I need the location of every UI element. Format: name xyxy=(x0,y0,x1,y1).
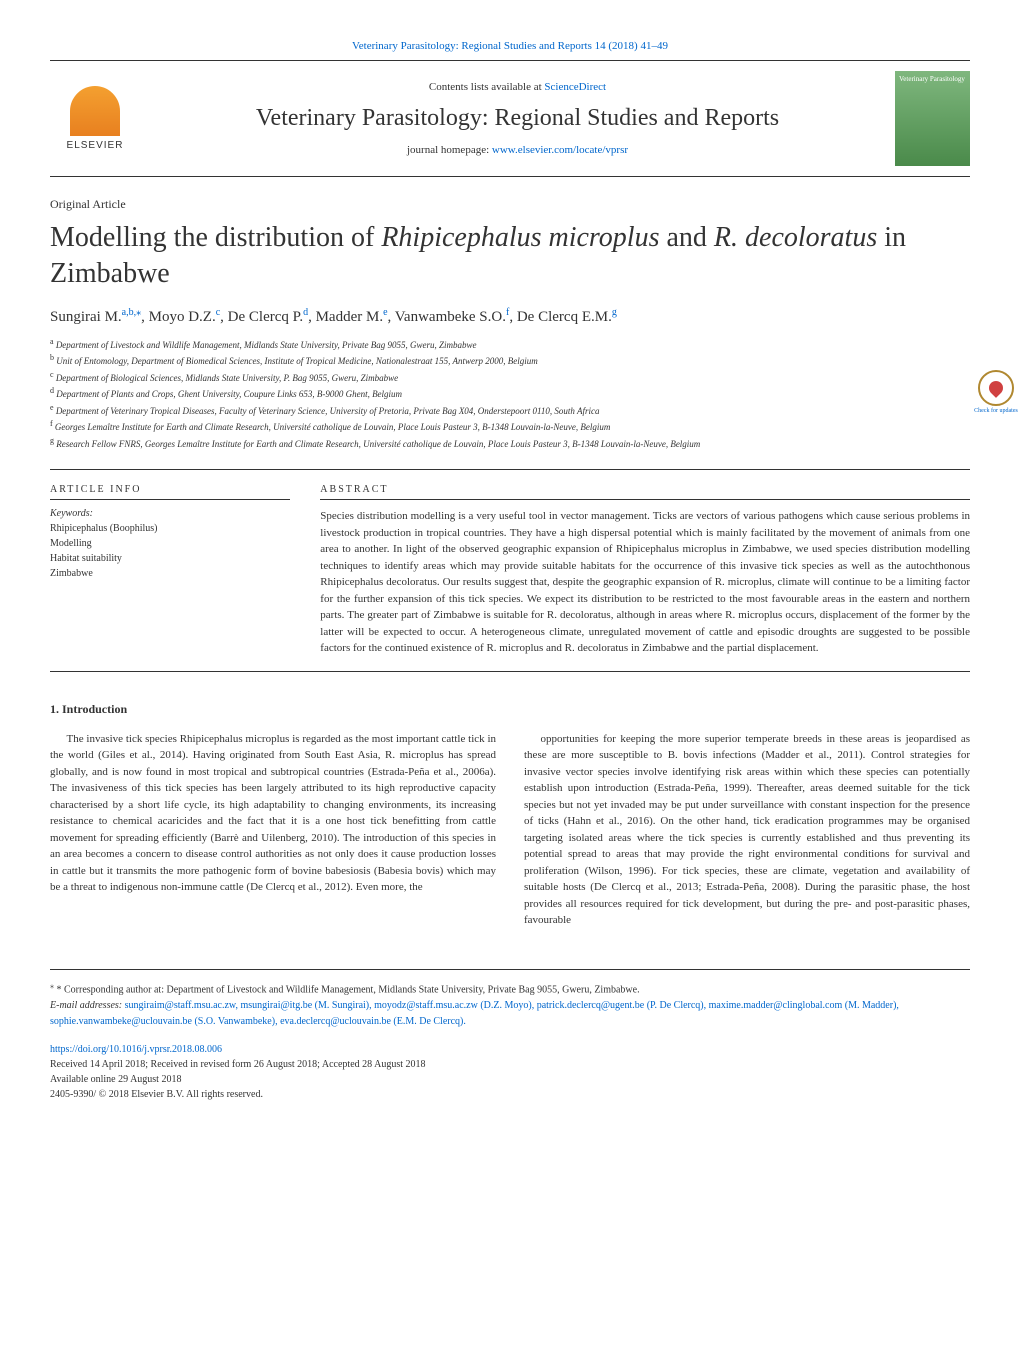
sciencedirect-link[interactable]: ScienceDirect xyxy=(544,81,606,93)
affiliation: f Georges Lemaître Institute for Earth a… xyxy=(50,418,970,435)
abstract: ABSTRACT Species distribution modelling … xyxy=(320,484,970,657)
doi-block: https://doi.org/10.1016/j.vprsr.2018.08.… xyxy=(50,1042,970,1102)
banner-center: Contents lists available at ScienceDirec… xyxy=(140,81,895,156)
keywords-list: Rhipicephalus (Boophilus) Modelling Habi… xyxy=(50,521,290,581)
info-abstract-row: ARTICLE INFO Keywords: Rhipicephalus (Bo… xyxy=(50,470,970,671)
available-line: Available online 29 August 2018 xyxy=(50,1072,970,1087)
elsevier-logo[interactable]: ELSEVIER xyxy=(50,74,140,164)
affiliation: b Unit of Entomology, Department of Biom… xyxy=(50,352,970,369)
homepage-line: journal homepage: www.elsevier.com/locat… xyxy=(140,144,895,156)
article-type: Original Article xyxy=(50,197,970,212)
elsevier-label: ELSEVIER xyxy=(67,140,124,151)
keyword: Habitat suitability xyxy=(50,551,290,566)
affiliation: e Department of Veterinary Tropical Dise… xyxy=(50,402,970,419)
check-updates-badge[interactable]: Check for updates xyxy=(972,370,1020,418)
keyword: Zimbabwe xyxy=(50,566,290,581)
affiliation: d Department of Plants and Crops, Ghent … xyxy=(50,385,970,402)
received-line: Received 14 April 2018; Received in revi… xyxy=(50,1057,970,1072)
authors-line: Sungirai M.a,b,⁎, Moyo D.Z.c, De Clercq … xyxy=(50,307,970,326)
affiliation: a Department of Livestock and Wildlife M… xyxy=(50,336,970,353)
affiliation: g Research Fellow FNRS, Georges Lemaître… xyxy=(50,435,970,452)
body-column-left: The invasive tick species Rhipicephalus … xyxy=(50,731,496,929)
check-updates-label: Check for updates xyxy=(972,408,1020,414)
journal-title: Veterinary Parasitology: Regional Studie… xyxy=(140,105,895,132)
keyword: Rhipicephalus (Boophilus) xyxy=(50,521,290,536)
section-heading-intro: 1. Introduction xyxy=(50,702,970,717)
doi-link[interactable]: https://doi.org/10.1016/j.vprsr.2018.08.… xyxy=(50,1042,970,1057)
copyright-line: 2405-9390/ © 2018 Elsevier B.V. All righ… xyxy=(50,1087,970,1102)
cover-text: Veterinary Parasitology xyxy=(899,75,965,83)
keywords-label: Keywords: xyxy=(50,508,290,519)
title-row: Modelling the distribution of Rhipicepha… xyxy=(50,220,970,293)
email-label: E-mail addresses: xyxy=(50,1000,125,1011)
homepage-link[interactable]: www.elsevier.com/locate/vprsr xyxy=(492,144,628,156)
article-info: ARTICLE INFO Keywords: Rhipicephalus (Bo… xyxy=(50,484,290,657)
journal-cover-thumbnail[interactable]: Veterinary Parasitology xyxy=(895,71,970,166)
abstract-heading: ABSTRACT xyxy=(320,484,970,500)
contents-line: Contents lists available at ScienceDirec… xyxy=(140,81,895,93)
affiliation: c Department of Biological Sciences, Mid… xyxy=(50,369,970,386)
divider xyxy=(50,671,970,672)
journal-banner: ELSEVIER Contents lists available at Sci… xyxy=(50,60,970,177)
emails-text[interactable]: sungiraim@staff.msu.ac.zw, msungirai@itg… xyxy=(50,1000,899,1027)
article-info-heading: ARTICLE INFO xyxy=(50,484,290,500)
homepage-label: journal homepage: xyxy=(407,144,492,156)
email-addresses: E-mail addresses: sungiraim@staff.msu.ac… xyxy=(50,998,970,1030)
intro-paragraph: The invasive tick species Rhipicephalus … xyxy=(50,731,496,896)
elsevier-tree-icon xyxy=(70,86,120,136)
footer-block: ⁎ * Corresponding author at: Department … xyxy=(50,969,970,1030)
affiliations: a Department of Livestock and Wildlife M… xyxy=(50,336,970,452)
article-title: Modelling the distribution of Rhipicepha… xyxy=(50,220,970,293)
corresponding-author: ⁎ * Corresponding author at: Department … xyxy=(50,980,970,998)
journal-citation-link[interactable]: Veterinary Parasitology: Regional Studie… xyxy=(50,40,970,52)
body-column-right: opportunities for keeping the more super… xyxy=(524,731,970,929)
abstract-text: Species distribution modelling is a very… xyxy=(320,508,970,657)
keyword: Modelling xyxy=(50,536,290,551)
check-updates-icon xyxy=(978,370,1014,406)
pin-icon xyxy=(986,378,1006,398)
intro-paragraph: opportunities for keeping the more super… xyxy=(524,731,970,929)
body-columns: The invasive tick species Rhipicephalus … xyxy=(50,731,970,929)
contents-label: Contents lists available at xyxy=(429,81,544,93)
